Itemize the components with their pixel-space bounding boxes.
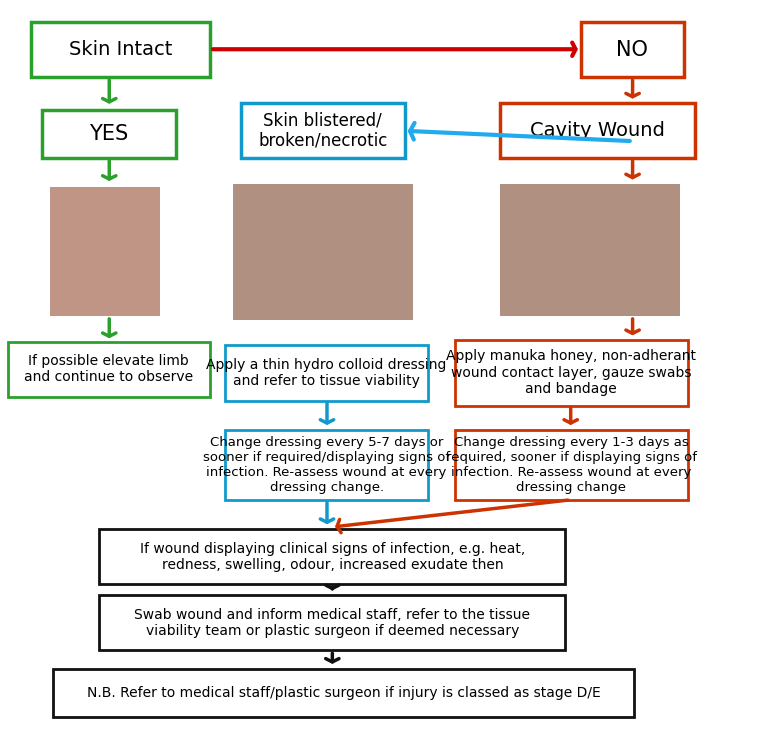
Text: Change dressing every 5-7 days or
sooner if required/displaying signs of
infecti: Change dressing every 5-7 days or sooner… — [203, 436, 450, 494]
FancyBboxPatch shape — [455, 430, 688, 500]
FancyBboxPatch shape — [500, 103, 695, 158]
FancyBboxPatch shape — [455, 340, 688, 406]
Text: Swab wound and inform medical staff, refer to the tissue
viability team or plast: Swab wound and inform medical staff, ref… — [134, 608, 530, 638]
Text: If possible elevate limb
and continue to observe: If possible elevate limb and continue to… — [24, 354, 193, 384]
Text: Change dressing every 1-3 days as
required, sooner if displaying signs of
infect: Change dressing every 1-3 days as requir… — [445, 436, 697, 494]
FancyBboxPatch shape — [42, 110, 176, 158]
Text: NO: NO — [617, 40, 648, 60]
FancyBboxPatch shape — [225, 345, 428, 401]
FancyBboxPatch shape — [225, 430, 428, 500]
FancyBboxPatch shape — [8, 342, 210, 397]
Text: If wound displaying clinical signs of infection, e.g. heat,
redness, swelling, o: If wound displaying clinical signs of in… — [140, 542, 525, 572]
Text: Cavity Wound: Cavity Wound — [530, 121, 665, 140]
FancyBboxPatch shape — [53, 669, 634, 717]
Text: Apply manuka honey, non-adherant
wound contact layer, gauze swabs
and bandage: Apply manuka honey, non-adherant wound c… — [446, 349, 696, 396]
FancyBboxPatch shape — [99, 595, 565, 650]
Text: N.B. Refer to medical staff/plastic surgeon if injury is classed as stage D/E: N.B. Refer to medical staff/plastic surg… — [87, 686, 601, 700]
Text: Skin Intact: Skin Intact — [69, 40, 172, 59]
FancyBboxPatch shape — [581, 22, 684, 77]
FancyBboxPatch shape — [241, 103, 405, 158]
FancyBboxPatch shape — [50, 187, 160, 316]
FancyBboxPatch shape — [233, 184, 413, 320]
Text: YES: YES — [89, 124, 128, 144]
Text: Skin blistered/
broken/necrotic: Skin blistered/ broken/necrotic — [258, 111, 387, 150]
FancyBboxPatch shape — [500, 184, 680, 316]
FancyBboxPatch shape — [31, 22, 210, 77]
Text: Apply a thin hydro colloid dressing
and refer to tissue viability: Apply a thin hydro colloid dressing and … — [206, 358, 447, 388]
FancyBboxPatch shape — [99, 529, 565, 584]
